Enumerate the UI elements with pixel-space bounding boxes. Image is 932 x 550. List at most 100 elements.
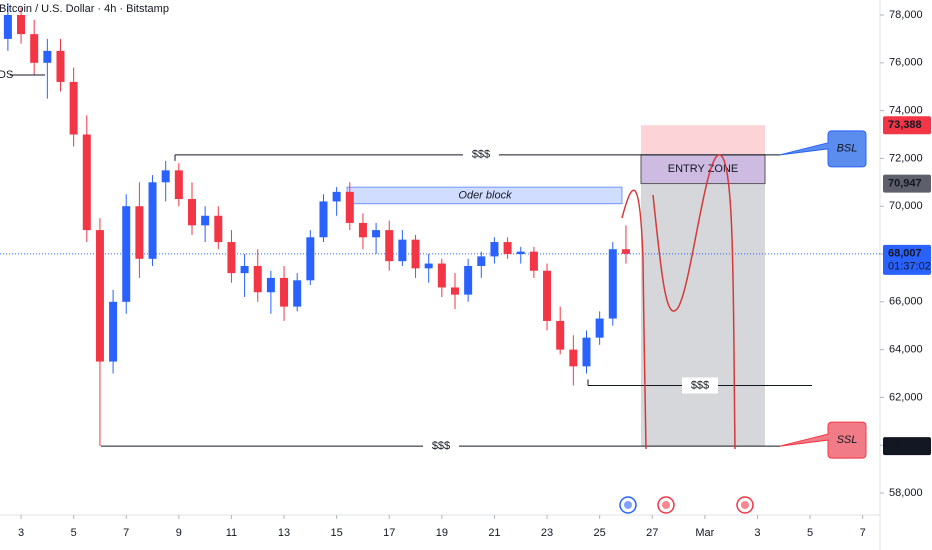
candle-body <box>424 263 433 269</box>
candle-body <box>477 256 486 266</box>
x-tick-label: 7 <box>860 527 866 539</box>
event-icon-inner <box>662 501 670 509</box>
order-block-label: Oder block <box>458 189 512 201</box>
x-tick-label: 23 <box>541 527 553 539</box>
candle-body <box>582 337 591 367</box>
candle-body <box>319 201 328 238</box>
x-tick-label: 21 <box>488 527 500 539</box>
candle-body <box>385 230 394 262</box>
level-label: $$$ <box>691 379 709 391</box>
callout-label: SSL <box>837 434 858 446</box>
x-tick-label: 3 <box>18 527 24 539</box>
chart-title: Bitcoin / U.S. Dollar · 4h · Bitstamp <box>0 3 169 15</box>
candle-body <box>227 242 236 274</box>
candle-body <box>621 249 630 254</box>
candle-body <box>490 242 499 257</box>
label-bg <box>463 146 499 163</box>
candle-body <box>3 15 12 39</box>
candle-body <box>332 191 341 202</box>
candle-body <box>148 182 157 259</box>
candle-body <box>293 280 302 307</box>
candle-body <box>109 301 118 362</box>
candle-body <box>529 251 538 271</box>
candle-body <box>56 50 65 82</box>
event-icon-inner <box>741 501 749 509</box>
candle-body <box>358 222 367 238</box>
target-zone <box>641 125 765 155</box>
candle-body <box>240 265 249 274</box>
candle-body <box>201 215 210 226</box>
side-label: DS <box>0 69 13 81</box>
y-tick-label: 78,000 <box>889 9 923 21</box>
candle-body <box>214 215 223 243</box>
level-label: $$$ <box>432 440 450 452</box>
candle-body <box>398 239 407 262</box>
projection-curve <box>621 154 736 450</box>
candle-body <box>372 230 381 238</box>
level-label: $$$ <box>472 149 490 161</box>
candle-body <box>17 15 26 35</box>
candle-body <box>450 287 459 295</box>
candle-body <box>43 50 52 63</box>
y-tick-label: 64,000 <box>889 344 923 356</box>
candle-body <box>595 318 604 338</box>
x-tick-label: 19 <box>436 527 448 539</box>
callout-label: BSL <box>837 143 858 155</box>
candle-body <box>280 277 289 307</box>
candle-body <box>543 270 552 321</box>
candle-body <box>187 199 196 226</box>
candle-body <box>411 239 420 269</box>
x-tick-label: 7 <box>123 527 129 539</box>
candle-body <box>464 265 473 295</box>
candle-body <box>345 191 354 223</box>
candle-body <box>30 34 39 63</box>
candle-body <box>135 206 144 259</box>
price-label: 70,947 <box>888 177 922 189</box>
candle-body <box>122 206 131 302</box>
callout <box>779 130 867 168</box>
x-tick-label: 15 <box>331 527 343 539</box>
candle-body <box>608 249 617 319</box>
candle-body <box>82 134 91 231</box>
x-tick-label: 9 <box>176 527 182 539</box>
y-tick-label: 76,000 <box>889 57 923 69</box>
candle-body <box>95 230 104 362</box>
price-label-bg <box>883 174 931 193</box>
y-tick-label: 66,000 <box>889 296 923 308</box>
y-tick-label: 58,000 <box>889 487 923 499</box>
x-tick-label: 27 <box>646 527 658 539</box>
y-tick-label: 72,000 <box>889 152 923 164</box>
candle-body <box>266 277 275 293</box>
entry-zone-label: ENTRY ZONE <box>668 163 739 175</box>
label-bg <box>423 438 459 455</box>
y-tick-label: 70,000 <box>889 200 923 212</box>
candle-body <box>569 349 578 367</box>
x-tick-label: Mar <box>695 527 714 539</box>
countdown: 01:37:02 <box>888 261 931 273</box>
x-tick-label: 5 <box>807 527 813 539</box>
callout <box>779 421 867 459</box>
candle-body <box>503 242 512 255</box>
event-icon-inner <box>624 501 632 509</box>
price-label: 68,007 <box>888 248 922 260</box>
x-tick-label: 5 <box>71 527 77 539</box>
label-bg <box>682 377 718 394</box>
candle-body <box>556 320 565 350</box>
x-tick-label: 17 <box>383 527 395 539</box>
candle-body <box>161 170 170 183</box>
price-label-bg <box>883 116 931 135</box>
price-label: 73,388 <box>888 119 922 131</box>
candle-body <box>253 265 262 293</box>
x-tick-label: 13 <box>278 527 290 539</box>
candle-body <box>306 237 315 281</box>
candle-body <box>174 170 183 200</box>
price-label-bg <box>883 437 931 456</box>
stop-zone <box>641 183 765 447</box>
price-label: 59,964 <box>888 440 923 452</box>
candle-body <box>69 81 78 135</box>
candle-body <box>437 263 446 288</box>
y-tick-label: 74,000 <box>889 105 923 117</box>
x-tick-label: 3 <box>754 527 760 539</box>
candle-body <box>516 251 525 255</box>
